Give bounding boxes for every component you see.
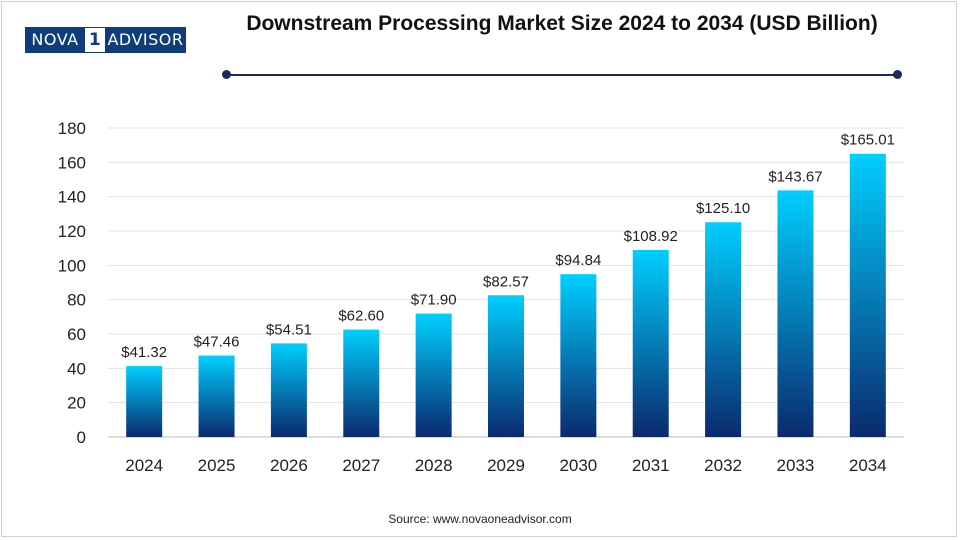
y-tick-label: 80 — [67, 291, 86, 310]
y-tick-label: 140 — [58, 188, 86, 207]
x-tick-label: 2026 — [270, 456, 308, 475]
x-tick-label: 2027 — [342, 456, 380, 475]
logo-text-mid: 1 — [84, 28, 106, 52]
data-label: $143.67 — [768, 168, 822, 185]
logo-text-right: ADVISOR — [106, 28, 185, 52]
data-label: $125.10 — [696, 200, 750, 217]
y-tick-label: 20 — [67, 394, 86, 413]
bar — [198, 355, 235, 437]
x-tick-label: 2030 — [559, 456, 597, 475]
title-rule — [226, 74, 898, 76]
y-tick-label: 40 — [67, 359, 86, 378]
x-tick-label: 2028 — [415, 456, 453, 475]
y-tick-label: 100 — [58, 256, 86, 275]
y-tick-label: 180 — [58, 119, 86, 138]
data-label: $71.90 — [411, 292, 457, 309]
y-tick-label: 160 — [58, 153, 86, 172]
x-tick-label: 2033 — [777, 456, 815, 475]
data-label: $165.01 — [841, 132, 895, 149]
bar — [488, 295, 524, 437]
bar — [632, 250, 669, 437]
data-label: $108.92 — [624, 228, 678, 245]
x-tick-label: 2025 — [198, 456, 236, 475]
title-rule-dot-left — [222, 70, 231, 79]
bar — [343, 329, 380, 437]
y-tick-label: 120 — [58, 222, 86, 241]
x-tick-label: 2034 — [849, 456, 887, 475]
data-label: $54.51 — [266, 321, 312, 338]
x-tick-label: 2032 — [704, 456, 742, 475]
x-tick-label: 2031 — [632, 456, 670, 475]
bar — [270, 343, 307, 437]
data-label: $62.60 — [338, 308, 384, 325]
title-rule-dot-right — [893, 70, 902, 79]
bar — [705, 222, 742, 437]
chart-title: Downstream Processing Market Size 2024 t… — [246, 12, 878, 35]
y-tick-label: 0 — [77, 428, 86, 447]
x-tick-label: 2024 — [125, 456, 163, 475]
logo-text-left: NOVA — [26, 28, 84, 52]
brand-logo: NOVA 1 ADVISOR — [25, 27, 186, 53]
data-label: $82.57 — [483, 273, 529, 290]
data-label: $47.46 — [194, 334, 240, 351]
data-label: $94.84 — [555, 252, 601, 269]
bar — [560, 274, 597, 437]
y-tick-label: 60 — [67, 325, 86, 344]
source-note: Source: www.novaoneadvisor.com — [388, 512, 572, 526]
bar — [415, 313, 452, 437]
bar — [777, 190, 814, 437]
x-tick-label: 2029 — [487, 456, 525, 475]
bar — [126, 366, 163, 437]
bar — [849, 153, 886, 437]
data-label: $41.32 — [121, 344, 167, 361]
